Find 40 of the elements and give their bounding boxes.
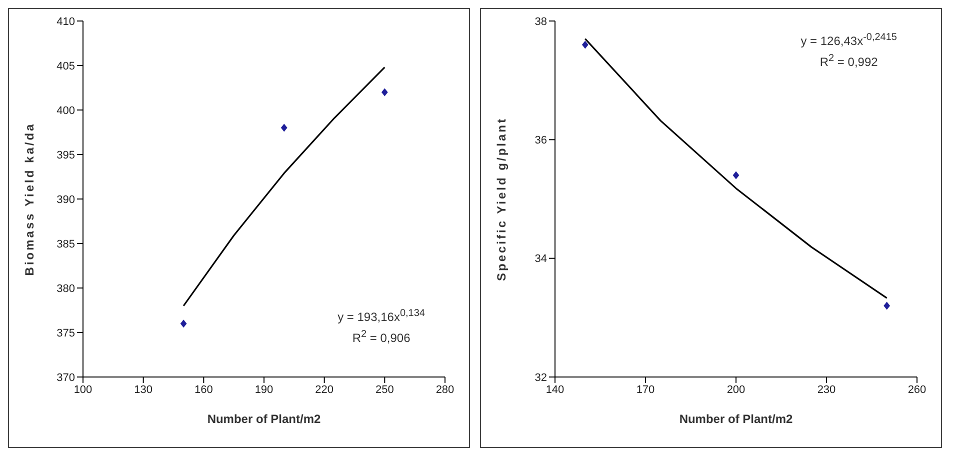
x-tick-label: 280 bbox=[436, 384, 454, 396]
x-tick-label: 220 bbox=[315, 384, 334, 396]
point bbox=[582, 40, 588, 49]
point bbox=[180, 320, 187, 328]
x-tick-label: 260 bbox=[908, 384, 926, 396]
line-series bbox=[182, 66, 386, 307]
x-tick-label: 250 bbox=[375, 384, 394, 396]
annotation: y = 193,16x$^{0,134}$ bbox=[338, 307, 425, 326]
y-tick-label: 34 bbox=[534, 253, 547, 266]
x-tick-label: 140 bbox=[546, 384, 564, 396]
y-tick-label: 375 bbox=[56, 327, 75, 340]
y-tick-label: 36 bbox=[534, 134, 547, 147]
y-axis-title: Biomass Yield ka/da bbox=[22, 122, 36, 276]
x-tick-label: 200 bbox=[726, 384, 746, 396]
x-axis-title: Number of Plant/m2 bbox=[207, 412, 321, 426]
x-tick-label: 170 bbox=[636, 384, 655, 396]
y-tick-label: 380 bbox=[56, 282, 75, 295]
y-tick-label: 410 bbox=[56, 16, 75, 28]
x-axis-title: Number of Plant/m2 bbox=[679, 412, 793, 426]
x-tick-label: 160 bbox=[194, 384, 213, 396]
point bbox=[381, 88, 388, 96]
point bbox=[884, 302, 890, 310]
y-tick-label: 395 bbox=[56, 149, 75, 162]
point bbox=[280, 124, 288, 132]
x-tick-label: 100 bbox=[74, 384, 92, 396]
x-tick-label: 190 bbox=[254, 384, 274, 396]
y-tick-label: 385 bbox=[56, 238, 75, 250]
y-tick-label: 38 bbox=[534, 16, 547, 28]
y-tick-label: 390 bbox=[56, 194, 75, 206]
x-tick-label: 230 bbox=[817, 384, 836, 396]
annotation: y = 126,43x$^{-0,2415}$ bbox=[800, 31, 897, 50]
y-tick-label: 400 bbox=[56, 104, 75, 117]
y-tick-label: 370 bbox=[56, 372, 75, 384]
y-axis-title: Specific Yield g/plant bbox=[494, 116, 508, 282]
annotation: R$^{2}$ = 0,992 bbox=[818, 52, 879, 71]
y-tick-label: 405 bbox=[56, 60, 75, 72]
annotation: R$^{2}$ = 0,906 bbox=[351, 328, 412, 347]
x-tick-label: 130 bbox=[134, 384, 153, 396]
y-tick-label: 32 bbox=[534, 372, 547, 384]
point bbox=[732, 171, 740, 180]
